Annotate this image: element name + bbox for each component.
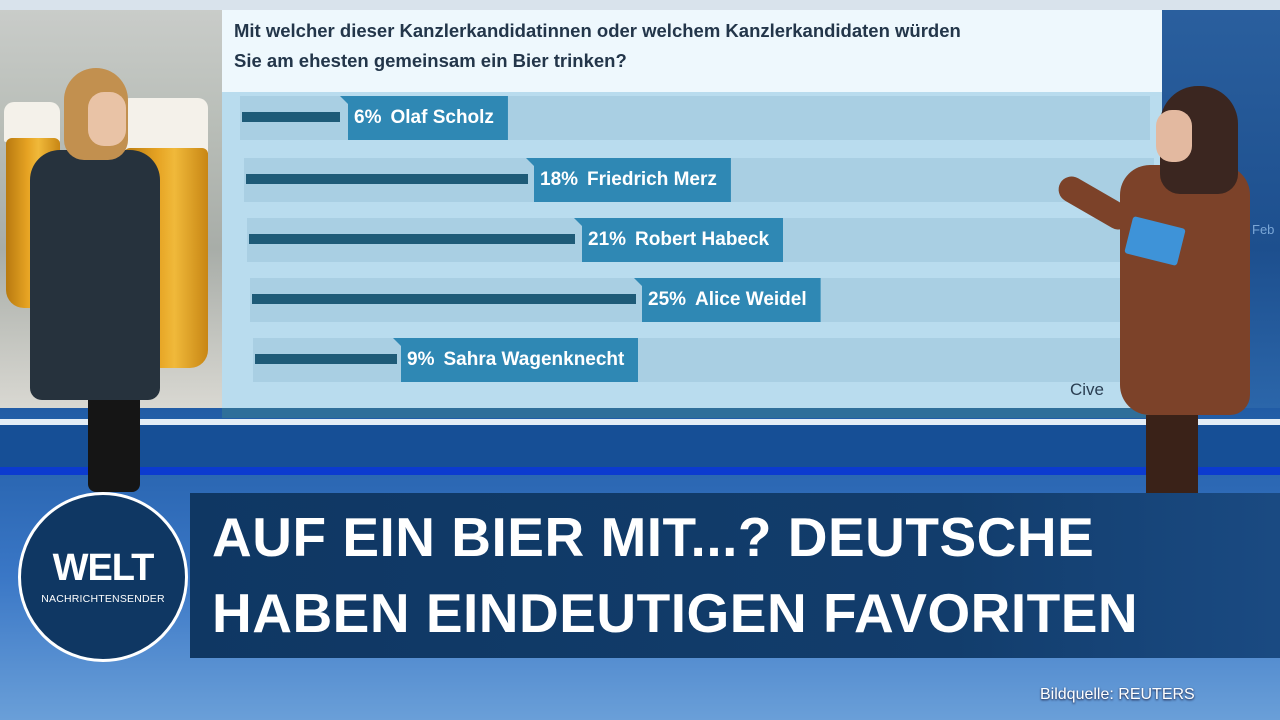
welt-logo: WELT NACHRICHTENSENDER	[18, 492, 188, 662]
pct-value: 18%	[540, 169, 579, 190]
presenter-left-face	[88, 92, 126, 146]
bar-scholz	[242, 112, 340, 122]
question-line-1: Mit welcher dieser Kanzlerkandidatinnen …	[234, 20, 961, 41]
bar-habeck	[249, 234, 575, 244]
logo-wordmark: WELT	[52, 547, 155, 589]
bar-merz	[246, 174, 528, 184]
label-merz: 18% Friedrich Merz	[526, 158, 731, 202]
headline-line-2: HABEN EINDEUTIGEN FAVORITEN	[212, 582, 1139, 644]
poll-row-weidel: 25% Alice Weidel	[250, 278, 1160, 322]
poll-source: Cive	[1070, 380, 1105, 399]
beer-foam-right	[120, 98, 208, 154]
headline-line-1: AUF EIN BIER MIT...? DEUTSCHE	[212, 506, 1095, 568]
candidate-name: Olaf Scholz	[390, 107, 494, 128]
pct-value: 25%	[648, 289, 687, 310]
poll-row-scholz: 6% Olaf Scholz	[240, 96, 1150, 140]
image-credit: Bildquelle: REUTERS	[1040, 686, 1195, 703]
candidate-name: Sahra Wagenknecht	[443, 349, 625, 370]
label-weidel: 25% Alice Weidel	[634, 278, 821, 322]
poll-row-wagenknecht: 9% Sahra Wagenknecht	[253, 338, 1163, 382]
label-habeck: 21% Robert Habeck	[574, 218, 784, 262]
candidate-name: Friedrich Merz	[587, 169, 717, 190]
logo-subtitle: NACHRICHTENSENDER	[41, 593, 165, 605]
studio-top-strip	[0, 0, 1280, 10]
board-base	[222, 408, 1162, 418]
bar-weidel	[252, 294, 636, 304]
pct-value: 21%	[588, 229, 627, 250]
pct-value: 6%	[354, 107, 382, 128]
candidate-name: Robert Habeck	[635, 229, 770, 250]
lower-third-banner: AUF EIN BIER MIT...? DEUTSCHE HABEN EIND…	[190, 493, 1280, 658]
label-wagenknecht: 9% Sahra Wagenknecht	[393, 338, 639, 382]
presenter-left	[30, 150, 160, 400]
poll-row-habeck: 21% Robert Habeck	[247, 218, 1157, 262]
bar-wagenknecht	[255, 354, 397, 364]
label-scholz: 6% Olaf Scholz	[340, 96, 508, 140]
poll-row-merz: 18% Friedrich Merz	[244, 158, 1154, 202]
studio-blue-stripe	[0, 467, 1280, 475]
candidate-name: Alice Weidel	[695, 289, 807, 310]
studio-desk-band	[0, 425, 1280, 467]
studio-light-stripe	[0, 419, 1280, 425]
wall-text: Feb	[1252, 222, 1275, 237]
beer-foam-left	[4, 102, 60, 142]
presenter-right-face	[1156, 110, 1192, 162]
question-line-2: Sie am ehesten gemeinsam ein Bier trinke…	[234, 50, 627, 71]
poll-chart-board: Mit welcher dieser Kanzlerkandidatinnen …	[222, 10, 1163, 408]
poll-question: Mit welcher dieser Kanzlerkandidatinnen …	[222, 10, 1162, 92]
presenter-right	[1120, 165, 1250, 415]
pct-value: 9%	[407, 349, 435, 370]
presenter-left-legs	[88, 400, 140, 492]
headline: AUF EIN BIER MIT...? DEUTSCHE HABEN EIND…	[212, 499, 1280, 651]
